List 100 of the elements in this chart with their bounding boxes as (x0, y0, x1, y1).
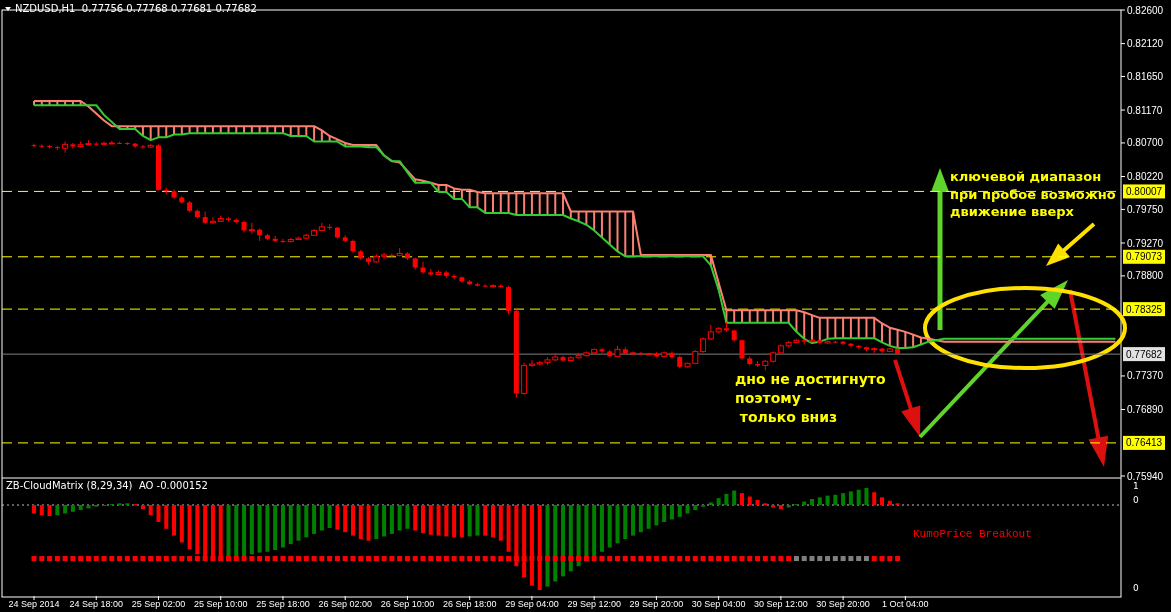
x-tick-label: 24 Sep 2014 (8, 599, 60, 609)
bar (506, 505, 511, 552)
bar (467, 505, 472, 537)
bar (78, 505, 83, 511)
x-tick-label: 29 Sep 04:00 (505, 599, 559, 609)
bar (444, 505, 449, 537)
x-tick-label: 25 Sep 10:00 (193, 599, 248, 609)
y-tick-label: 0.81170 (1127, 104, 1163, 116)
bar (631, 505, 636, 536)
bar (529, 505, 534, 586)
candlestick (599, 347, 605, 354)
bar (646, 505, 651, 529)
ref-line-label: 0.77682 (1126, 348, 1163, 360)
bar (833, 494, 838, 505)
bar (148, 505, 153, 516)
bar (872, 492, 877, 505)
bar (848, 491, 853, 505)
y-tick-label: 0.81650 (1127, 70, 1164, 82)
bar (179, 505, 184, 543)
bar (568, 505, 573, 572)
bar (685, 505, 690, 514)
bar (304, 505, 309, 538)
bar (553, 505, 558, 582)
x-tick-label: 30 Sep 12:00 (754, 599, 808, 609)
candlestick (93, 141, 99, 147)
bar (280, 505, 285, 548)
bar (156, 505, 161, 522)
bar (498, 505, 503, 541)
bar (856, 489, 861, 505)
bar (319, 505, 324, 531)
bar (343, 505, 348, 533)
y-tick-label: 0.80700 (1127, 137, 1164, 149)
bar (172, 505, 177, 536)
candlestick (209, 216, 216, 225)
bar (273, 505, 278, 551)
bar (810, 499, 814, 505)
candlestick (280, 238, 286, 244)
candlestick (62, 141, 69, 154)
candlestick (506, 285, 512, 315)
x-tick-label: 24 Sep 18:00 (69, 599, 124, 609)
bar (382, 505, 387, 537)
bar (55, 505, 60, 516)
bar (841, 493, 846, 505)
candlestick (39, 143, 45, 149)
bar (452, 505, 457, 538)
y-tick-label: 0.79270 (1127, 237, 1164, 249)
y-tick-label: 0.79750 (1127, 203, 1164, 215)
bar (63, 505, 68, 514)
bar (615, 505, 620, 544)
text: 1 (1133, 481, 1139, 491)
y-tick-label: 0.80220 (1127, 171, 1164, 183)
bar (654, 505, 659, 526)
bar (413, 505, 418, 531)
text: 0 (1133, 583, 1139, 593)
ref-line-label: 0.79073 (1126, 251, 1163, 263)
bar (397, 505, 402, 531)
bar (825, 495, 830, 505)
bar (537, 505, 542, 590)
x-tick-label: 30 Sep 04:00 (691, 599, 746, 609)
bar (545, 505, 550, 587)
bar (669, 505, 674, 520)
bar (677, 505, 682, 517)
bar (296, 505, 301, 541)
x-tick-label: 26 Sep 10:00 (380, 599, 435, 609)
bar (739, 493, 744, 505)
bar (187, 505, 192, 550)
chart-title: NZDUSD,H1 0.77756 0.77768 0.77681 0.77682 (15, 3, 257, 14)
x-tick-label: 30 Sep 20:00 (816, 599, 870, 609)
x-tick-label: 25 Sep 18:00 (256, 599, 310, 609)
bar (436, 505, 441, 536)
candlestick (381, 252, 388, 260)
text: 0 (1133, 495, 1139, 505)
bar (864, 488, 869, 505)
bar (327, 505, 332, 528)
candlestick (140, 144, 146, 150)
ref-line-label: 0.78325 (1126, 303, 1163, 315)
chart-title: ZB-CloudMatrix (8,29,34) AO -0.000152 (6, 480, 208, 491)
bar (607, 505, 612, 548)
y-tick-label: 0.82600 (1127, 4, 1164, 16)
bar (662, 505, 667, 522)
bar (459, 505, 464, 538)
candlestick (70, 142, 76, 150)
bar (623, 505, 628, 539)
bar (880, 497, 885, 505)
candlestick (420, 261, 426, 275)
bar (638, 505, 643, 533)
ref-line-label: 0.76413 (1126, 437, 1163, 449)
bar (389, 505, 394, 534)
candlestick (47, 144, 53, 150)
bar (747, 496, 752, 505)
bar (350, 505, 355, 536)
bar (421, 505, 425, 534)
bar (778, 505, 783, 510)
x-tick-label: 29 Sep 12:00 (567, 599, 621, 609)
y-tick-label: 0.77370 (1127, 370, 1164, 382)
bar (514, 505, 519, 567)
bar (39, 505, 44, 516)
bar (335, 505, 340, 530)
bar (817, 497, 822, 505)
annotation: дно не достигнуто поэтому - только вниз (735, 371, 886, 425)
